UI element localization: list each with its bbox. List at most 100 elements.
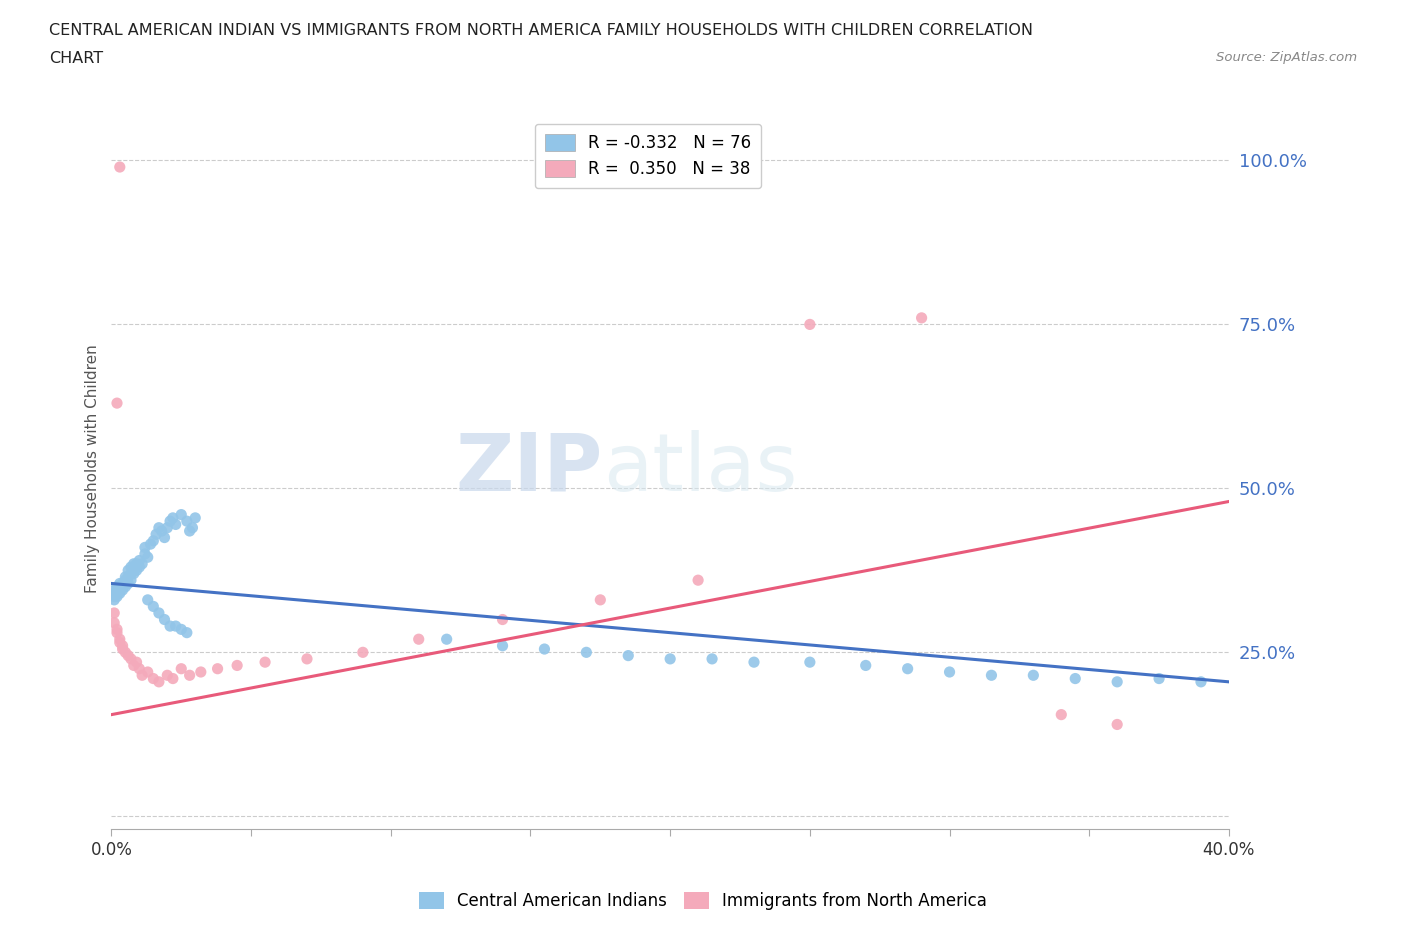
Point xyxy=(184,511,207,525)
Legend: R = -0.332   N = 76, R =  0.350   N = 38: R = -0.332 N = 76, R = 0.350 N = 38 xyxy=(534,124,761,188)
Point xyxy=(170,661,193,676)
Point xyxy=(108,160,131,175)
Point xyxy=(117,563,139,578)
Point xyxy=(855,658,877,673)
Point xyxy=(148,605,170,620)
Point xyxy=(156,520,179,535)
Point xyxy=(134,540,156,555)
Point xyxy=(117,576,139,591)
Point xyxy=(103,616,125,631)
Point xyxy=(295,651,318,666)
Point xyxy=(207,661,229,676)
Point xyxy=(159,618,181,633)
Point xyxy=(120,573,142,588)
Point xyxy=(117,648,139,663)
Point xyxy=(617,648,640,663)
Point xyxy=(122,563,145,578)
Point xyxy=(1189,674,1212,689)
Point xyxy=(103,605,125,620)
Point xyxy=(1107,717,1129,732)
Point xyxy=(108,576,131,591)
Point xyxy=(159,513,181,528)
Point xyxy=(136,592,159,607)
Point xyxy=(128,661,150,676)
Point xyxy=(108,635,131,650)
Point xyxy=(170,622,193,637)
Point xyxy=(145,526,167,541)
Point xyxy=(190,665,212,680)
Text: Source: ZipAtlas.com: Source: ZipAtlas.com xyxy=(1216,51,1357,64)
Point xyxy=(108,631,131,646)
Point xyxy=(120,560,142,575)
Point xyxy=(533,642,555,657)
Point xyxy=(111,579,134,594)
Point xyxy=(491,612,513,627)
Point xyxy=(148,520,170,535)
Point xyxy=(700,651,723,666)
Point xyxy=(131,668,153,683)
Point xyxy=(165,517,187,532)
Point xyxy=(408,631,430,646)
Point xyxy=(897,661,920,676)
Point xyxy=(108,579,131,594)
Point xyxy=(105,589,128,604)
Point xyxy=(589,592,612,607)
Point xyxy=(179,668,201,683)
Point xyxy=(108,582,131,597)
Point xyxy=(114,579,136,594)
Point xyxy=(142,671,165,686)
Point xyxy=(111,582,134,597)
Point xyxy=(179,524,201,538)
Point xyxy=(165,618,187,633)
Text: ZIP: ZIP xyxy=(456,430,603,508)
Point xyxy=(114,573,136,588)
Point xyxy=(122,556,145,571)
Point xyxy=(181,520,204,535)
Point xyxy=(103,592,125,607)
Point xyxy=(105,622,128,637)
Point xyxy=(150,524,173,538)
Point xyxy=(128,553,150,568)
Text: CENTRAL AMERICAN INDIAN VS IMMIGRANTS FROM NORTH AMERICA FAMILY HOUSEHOLDS WITH : CENTRAL AMERICAN INDIAN VS IMMIGRANTS FR… xyxy=(49,23,1033,38)
Point xyxy=(134,547,156,562)
Point xyxy=(1022,668,1045,683)
Point xyxy=(139,537,162,551)
Point xyxy=(170,507,193,522)
Point xyxy=(799,655,821,670)
Point xyxy=(131,556,153,571)
Point xyxy=(120,566,142,581)
Point xyxy=(105,582,128,597)
Point xyxy=(910,311,932,325)
Point xyxy=(176,513,198,528)
Point xyxy=(742,655,765,670)
Point xyxy=(688,573,710,588)
Point xyxy=(254,655,277,670)
Point xyxy=(156,668,179,683)
Point xyxy=(938,665,960,680)
Point xyxy=(142,599,165,614)
Point xyxy=(125,556,148,571)
Point xyxy=(117,569,139,584)
Point xyxy=(136,550,159,565)
Point xyxy=(111,638,134,653)
Point xyxy=(575,644,598,659)
Point xyxy=(1064,671,1087,686)
Legend: Central American Indians, Immigrants from North America: Central American Indians, Immigrants fro… xyxy=(412,885,994,917)
Point xyxy=(491,638,513,653)
Point xyxy=(105,586,128,601)
Point xyxy=(108,586,131,601)
Point xyxy=(111,642,134,657)
Y-axis label: Family Households with Children: Family Households with Children xyxy=(86,344,100,593)
Point xyxy=(1050,707,1073,722)
Point xyxy=(153,612,176,627)
Point xyxy=(1107,674,1129,689)
Point xyxy=(153,530,176,545)
Point xyxy=(980,668,1002,683)
Point xyxy=(128,560,150,575)
Point xyxy=(1147,671,1170,686)
Point xyxy=(105,395,128,410)
Point xyxy=(120,651,142,666)
Point xyxy=(105,579,128,594)
Point xyxy=(176,625,198,640)
Point xyxy=(136,665,159,680)
